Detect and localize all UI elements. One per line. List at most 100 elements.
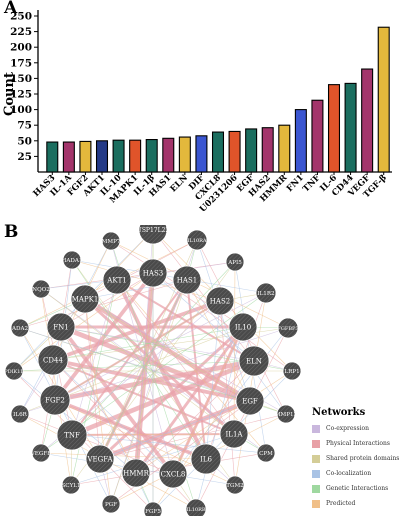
edge-thin <box>84 279 188 300</box>
bar-il-6 <box>327 84 341 173</box>
edge-thin <box>205 300 221 460</box>
panel-a-letter: A <box>4 0 18 18</box>
node-vegfa: VEGFA <box>85 444 115 474</box>
node-label: HAS2 <box>210 298 230 306</box>
node-ada2: ADA2 <box>10 318 30 338</box>
node-circle <box>138 258 168 288</box>
node-label: HADA1 <box>61 258 82 264</box>
legend-label: Physical Interactions <box>326 440 390 447</box>
node-label: ELN <box>246 358 262 366</box>
node-il10rb: IL10RB <box>185 498 207 520</box>
node-cxcl8: CXCL8 <box>158 459 188 489</box>
node-label: AKT1 <box>106 277 126 285</box>
legend-item: Physical Interactions <box>312 436 398 451</box>
node-label: CD44 <box>43 357 63 365</box>
edge-thin <box>13 272 154 372</box>
node-label: EGF <box>242 398 258 406</box>
edge-thin <box>116 279 235 435</box>
node-label: FN1 <box>53 324 68 332</box>
node-circle <box>4 361 24 381</box>
node-circle <box>62 250 82 270</box>
node-label: PGF <box>105 502 117 508</box>
bar-dif <box>195 135 208 173</box>
node-circle <box>121 458 151 488</box>
bar-tnf <box>311 99 324 173</box>
node-label: TNF <box>64 432 80 440</box>
edge-thin <box>70 433 235 486</box>
bar-has3 <box>46 141 59 173</box>
node-circle <box>101 231 121 251</box>
x-tick-label: TNF <box>301 173 322 194</box>
node-fgf2: FGF2 <box>39 384 71 416</box>
edge-thin <box>40 261 236 290</box>
edge-thin <box>195 327 289 510</box>
edge-thin <box>52 359 174 475</box>
node-circle <box>61 475 81 495</box>
legend-item: Co-localization <box>312 466 398 481</box>
edge-physical <box>60 324 251 404</box>
node-circle <box>186 229 208 251</box>
legend-item: Co-expression <box>312 421 398 436</box>
node-circle <box>235 386 265 416</box>
edge-thin <box>233 261 236 435</box>
edge-thin <box>60 272 154 328</box>
node-tgm2: TGM2 <box>225 475 245 495</box>
node-api5: API5 <box>225 252 245 272</box>
node-pgf: PGF <box>101 494 121 514</box>
node-circle <box>172 265 202 295</box>
node-mapk1: MAPK1 <box>70 284 100 314</box>
bar-has2 <box>261 127 274 173</box>
node-mmp7: MMP7 <box>101 231 121 251</box>
node-label: VEGFA <box>86 456 113 464</box>
bar-il-1a <box>62 141 75 173</box>
node-label: HMMR <box>123 470 149 478</box>
x-tick-label: ELN <box>169 173 191 195</box>
node-circle <box>37 344 69 376</box>
bar-mapk1 <box>129 139 142 173</box>
node-label: CPM <box>259 451 273 457</box>
node-lrp1: LRP1 <box>282 361 302 381</box>
node-label: MMP12 <box>275 412 298 418</box>
node-nqo2: NQO2 <box>31 279 51 299</box>
node-scyl1: SCYL1 <box>61 475 81 495</box>
node-fn1: FN1 <box>46 312 76 342</box>
panel-b-network: B USP17L22 IL10RA API5 IL1R2 FGFBP3 LRP1 MMP12… <box>0 215 400 520</box>
bar-il-1- <box>145 139 158 173</box>
node-circle <box>10 318 30 338</box>
node-circle <box>225 252 245 272</box>
edge-thin <box>99 400 251 460</box>
node-circle <box>39 384 71 416</box>
edge-thin <box>54 292 267 401</box>
node-circle <box>10 404 30 424</box>
bar-hmmr <box>278 124 291 173</box>
node-circle <box>158 459 188 489</box>
edge-thin <box>60 326 137 474</box>
node-label: TGM2 <box>226 483 244 489</box>
edge-thin <box>135 370 293 474</box>
legend-label: Genetic Interactions <box>326 485 389 492</box>
node-hada1: HADA1 <box>61 250 83 270</box>
node-hmmr: HMMR <box>121 458 151 488</box>
edge-thin <box>19 413 174 475</box>
bar-fn1 <box>294 109 307 173</box>
bar-tgf- <box>377 26 390 173</box>
network-legend: Networks Co-expression Physical Interacti… <box>312 407 400 511</box>
legend-label: Shared protein domains <box>326 455 400 462</box>
node-il1r2: IL1R2 <box>255 282 277 304</box>
edge-thin <box>54 399 207 460</box>
bar-cd44 <box>344 82 357 173</box>
bar-eln <box>178 136 191 173</box>
node-circle <box>70 284 100 314</box>
node-label: NQO2 <box>32 287 50 293</box>
legend-swatch <box>312 454 320 463</box>
node-label: IL10RA <box>187 238 206 244</box>
legend-item: Shared protein domains <box>312 451 400 466</box>
node-label: MMP7 <box>102 239 121 245</box>
node-circle <box>31 279 51 299</box>
y-axis-title: Count <box>2 72 17 116</box>
legend-item: Genetic Interactions <box>312 481 398 496</box>
node-label: IL10RB <box>186 507 205 513</box>
bar-chart-svg: 255075100125150175200225250CountHAS3IL-1… <box>2 10 392 215</box>
y-tick-label: 25 <box>17 151 32 163</box>
